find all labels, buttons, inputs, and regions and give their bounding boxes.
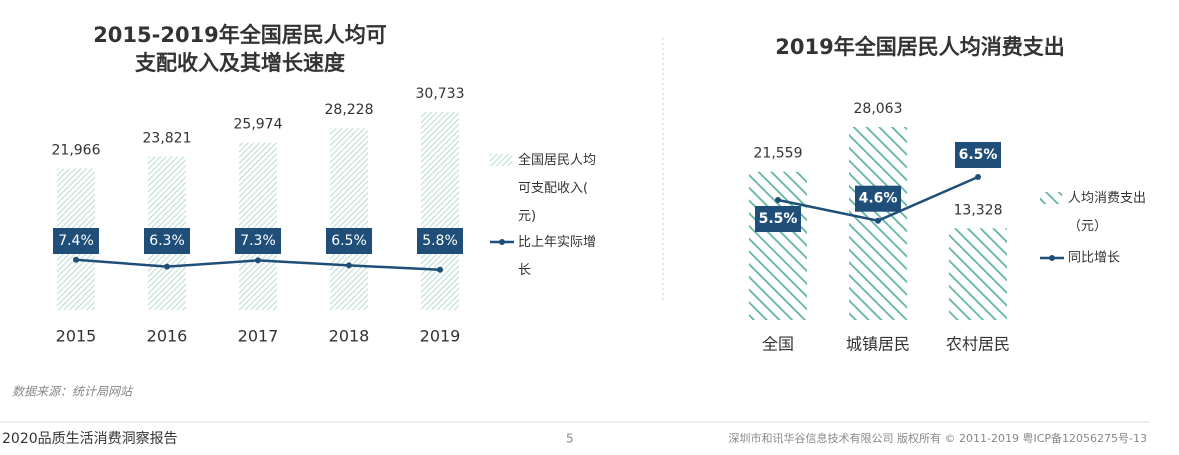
growth-point	[255, 257, 261, 264]
x-tick-label: 全国	[762, 335, 794, 354]
growth-point	[775, 197, 781, 203]
growth-label: 7.3%	[240, 233, 276, 249]
growth-label: 5.5%	[759, 211, 798, 227]
chart-title: 2019年全国居民人均消费支出	[775, 35, 1064, 59]
copyright: 深圳市和讯华谷信息技术有限公司 版权所有 © 2011-2019 粤ICP备12…	[729, 431, 1147, 445]
x-tick-label: 2019	[420, 327, 461, 346]
bar-value-label: 30,733	[416, 86, 465, 102]
growth-label-box	[755, 206, 801, 232]
growth-label-box	[53, 228, 99, 254]
legend-marker	[499, 239, 505, 245]
legend-swatch	[1040, 192, 1062, 204]
growth-point	[875, 217, 881, 224]
bar-value-label: 28,063	[854, 101, 903, 117]
x-tick-label: 城镇居民	[846, 335, 910, 354]
x-tick-label: 2016	[147, 327, 188, 346]
growth-label-box	[855, 185, 901, 212]
growth-label-box	[326, 228, 372, 254]
growth-label-box	[235, 228, 281, 254]
legend-swatch	[490, 154, 512, 166]
bar	[749, 171, 807, 320]
growth-label: 5.8%	[422, 233, 458, 249]
x-tick-label: 农村居民	[946, 335, 1010, 354]
bar-value-label: 28,228	[325, 102, 374, 118]
growth-point	[437, 266, 443, 273]
bar-value-label: 25,974	[234, 117, 283, 133]
bar-value-label: 23,821	[143, 131, 192, 147]
bar	[239, 142, 277, 310]
growth-label: 4.6%	[859, 191, 898, 207]
bar	[949, 228, 1007, 320]
legend-label: 比上年实际增长	[518, 235, 596, 278]
growth-point	[346, 262, 352, 269]
source: 数据来源：统计局网站	[12, 385, 134, 399]
growth-label-box	[417, 228, 463, 254]
growth-label-box	[144, 228, 190, 254]
growth-point	[73, 256, 79, 263]
report-name: 2020品质生活消费洞察报告	[2, 430, 178, 447]
x-tick-label: 2018	[329, 327, 370, 346]
bar-value-label: 13,328	[954, 202, 1003, 218]
bar	[330, 128, 368, 310]
legend-label: 同比增长	[1068, 251, 1120, 266]
legend-label: 全国居民人均可支配收入(元)	[518, 152, 596, 224]
legend-marker	[1049, 255, 1055, 261]
growth-label-box	[955, 142, 1001, 168]
chart-title: 2015-2019年全国居民人均可支配收入及其增长速度	[93, 23, 387, 75]
x-tick-label: 2017	[238, 327, 279, 346]
growth-label: 6.5%	[959, 147, 998, 163]
growth-label: 6.5%	[331, 233, 367, 249]
page-number: 5	[566, 432, 574, 446]
growth-point	[975, 174, 981, 180]
growth-point	[164, 263, 170, 270]
bar-value-label: 21,559	[754, 146, 803, 162]
bar-value-label: 21,966	[52, 142, 101, 158]
legend-label: 人均消费支出（元）	[1068, 191, 1146, 234]
bar	[421, 112, 459, 310]
x-tick-label: 2015	[56, 327, 97, 346]
growth-label: 6.3%	[149, 233, 185, 249]
growth-label: 7.4%	[58, 233, 94, 249]
